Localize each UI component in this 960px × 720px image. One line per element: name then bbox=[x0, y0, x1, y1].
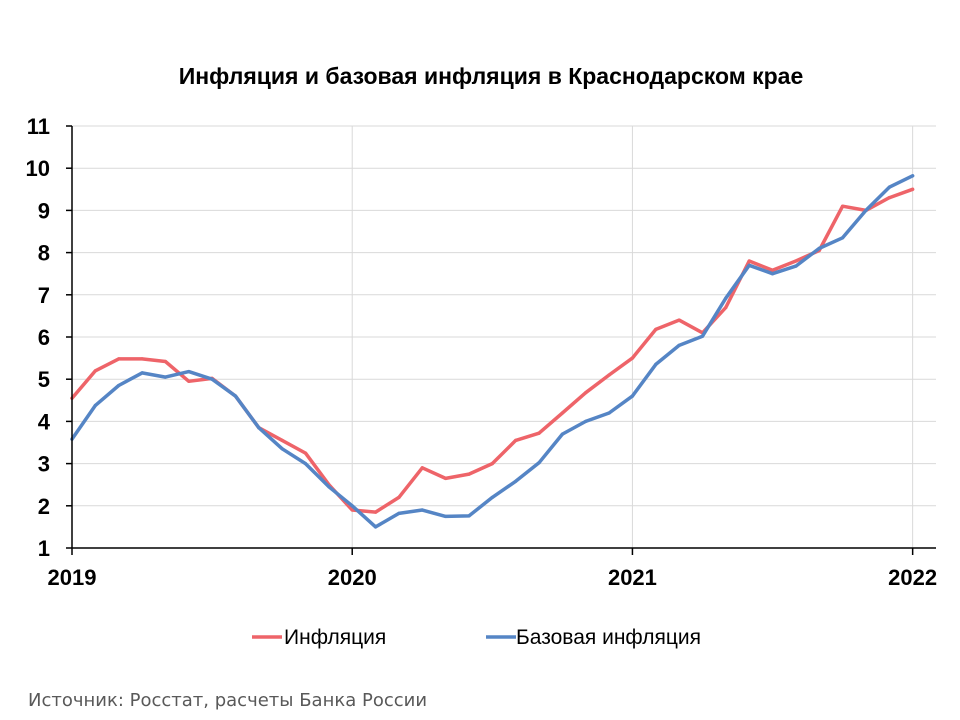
y-tick-label: 2 bbox=[38, 494, 50, 519]
grid bbox=[72, 125, 936, 548]
data-point-inflation bbox=[560, 411, 565, 415]
data-point-inflation bbox=[420, 466, 424, 470]
x-tick-label: 2021 bbox=[608, 565, 657, 590]
data-point-core-inflation bbox=[747, 263, 751, 267]
data-point-inflation bbox=[887, 196, 891, 200]
data-point-core-inflation bbox=[514, 479, 518, 483]
legend-label-inflation: Инфляция bbox=[284, 626, 386, 649]
data-point-inflation bbox=[747, 259, 751, 263]
y-tick-label: 3 bbox=[38, 452, 50, 477]
data-point-core-inflation bbox=[841, 236, 845, 240]
data-point-inflation bbox=[187, 379, 191, 383]
axes: 1 2 3 4 5 6 7 8 9 10 11 2019 2020 2021 2022 bbox=[26, 114, 938, 590]
data-point-inflation bbox=[397, 495, 401, 499]
data-point-core-inflation bbox=[374, 525, 378, 529]
y-tick-label: 8 bbox=[38, 241, 50, 266]
data-point-core-inflation bbox=[467, 514, 471, 518]
series-line-core-inflation bbox=[70, 174, 915, 529]
data-point-core-inflation bbox=[911, 174, 915, 178]
data-point-core-inflation bbox=[700, 334, 705, 338]
data-point-core-inflation bbox=[677, 343, 681, 347]
data-point-core-inflation bbox=[560, 432, 565, 436]
y-tick-label: 10 bbox=[26, 156, 50, 181]
data-point-core-inflation bbox=[117, 383, 121, 388]
data-point-core-inflation bbox=[864, 208, 868, 212]
data-point-core-inflation bbox=[607, 411, 611, 415]
legend: Инфляция Базовая инфляция bbox=[252, 626, 701, 649]
data-point-core-inflation bbox=[350, 504, 354, 508]
data-point-core-inflation bbox=[303, 462, 308, 466]
chart-title: Инфляция и базовая инфляция в Краснодарс… bbox=[179, 63, 804, 89]
data-point-inflation bbox=[794, 259, 798, 263]
series-lines bbox=[70, 174, 915, 529]
data-point-core-inflation bbox=[187, 370, 191, 374]
data-point-inflation bbox=[490, 462, 494, 466]
data-point-inflation bbox=[607, 373, 611, 377]
data-point-core-inflation bbox=[93, 403, 97, 407]
y-tick-label: 1 bbox=[38, 536, 50, 561]
data-point-core-inflation bbox=[420, 508, 424, 512]
data-point-core-inflation bbox=[630, 394, 635, 398]
data-point-inflation bbox=[280, 438, 284, 442]
data-point-core-inflation bbox=[444, 514, 448, 519]
data-point-inflation bbox=[911, 187, 915, 191]
data-point-core-inflation bbox=[210, 377, 214, 381]
x-tick-label: 2022 bbox=[888, 565, 937, 590]
data-point-core-inflation bbox=[584, 419, 588, 423]
data-point-inflation bbox=[770, 268, 775, 272]
data-point-core-inflation bbox=[537, 461, 541, 465]
data-point-inflation bbox=[537, 431, 541, 435]
data-point-inflation bbox=[93, 369, 97, 373]
data-point-inflation bbox=[584, 391, 588, 395]
data-point-core-inflation bbox=[163, 375, 167, 379]
data-point-inflation bbox=[467, 472, 471, 476]
data-point-core-inflation bbox=[794, 264, 798, 268]
y-tick-label: 9 bbox=[38, 198, 50, 223]
data-point-inflation bbox=[117, 357, 121, 361]
y-tick-label: 11 bbox=[27, 114, 50, 139]
y-tick-label: 7 bbox=[38, 283, 50, 308]
data-point-inflation bbox=[374, 510, 378, 514]
data-point-core-inflation bbox=[140, 371, 144, 375]
data-point-inflation bbox=[303, 451, 308, 455]
data-point-core-inflation bbox=[490, 495, 494, 499]
data-point-core-inflation bbox=[280, 447, 284, 451]
y-tick-label: 6 bbox=[38, 325, 50, 350]
data-point-core-inflation bbox=[397, 511, 401, 515]
data-point-inflation bbox=[724, 305, 728, 310]
data-point-inflation bbox=[350, 508, 354, 512]
data-point-inflation bbox=[677, 318, 681, 322]
data-point-inflation bbox=[654, 327, 658, 331]
data-point-core-inflation bbox=[817, 246, 821, 250]
x-tick-label: 2019 bbox=[48, 565, 97, 590]
data-point-core-inflation bbox=[887, 185, 891, 189]
data-point-inflation bbox=[841, 204, 845, 208]
data-point-inflation bbox=[163, 359, 167, 364]
legend-label-core-inflation: Базовая инфляция bbox=[516, 626, 701, 649]
y-tick-label: 5 bbox=[38, 367, 50, 392]
x-tick-label: 2020 bbox=[328, 565, 377, 590]
data-point-core-inflation bbox=[724, 296, 728, 300]
data-point-core-inflation bbox=[257, 426, 261, 430]
source-note: Источник: Росстат, расчеты Банка России bbox=[28, 690, 428, 711]
data-point-core-inflation bbox=[770, 272, 775, 276]
data-point-core-inflation bbox=[327, 485, 331, 489]
data-point-inflation bbox=[514, 438, 518, 442]
data-point-inflation bbox=[630, 356, 635, 360]
data-point-inflation bbox=[444, 476, 448, 480]
data-point-core-inflation bbox=[233, 394, 238, 398]
data-point-inflation bbox=[140, 357, 144, 361]
y-tick-label: 4 bbox=[38, 409, 51, 434]
data-point-core-inflation bbox=[654, 362, 658, 366]
